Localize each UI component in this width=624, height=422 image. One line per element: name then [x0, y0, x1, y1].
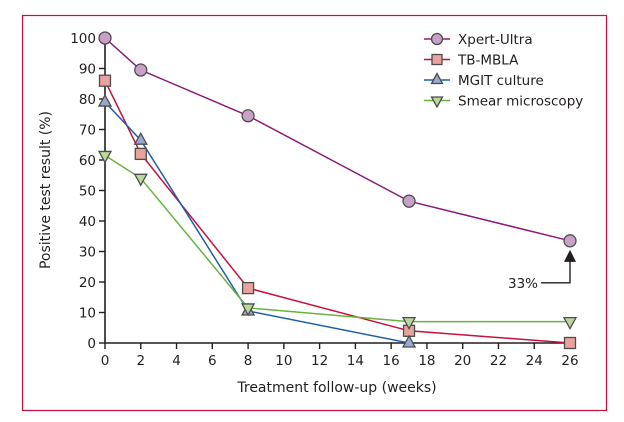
data-point-mgit-culture	[401, 334, 417, 348]
legend-label: MGIT culture	[458, 73, 544, 89]
x-tick-label: 20	[454, 353, 471, 369]
data-point-mgit-culture	[133, 131, 148, 145]
legend-item-xpert-ultra: Xpert-Ultra	[424, 32, 533, 48]
legend-marker	[430, 96, 444, 109]
series-line-mgit-culture	[104, 101, 410, 344]
x-axis-label: Treatment follow-up (weeks)	[236, 380, 436, 396]
data-point-smear-microscopy	[562, 316, 578, 331]
data-point-smear-microscopy	[97, 150, 113, 164]
data-point-smear-microscopy	[401, 316, 417, 331]
legend-marker	[430, 72, 444, 85]
legend-label: TB-MBLA	[457, 53, 519, 69]
y-tick-label: 60	[79, 153, 96, 169]
y-tick-label: 90	[79, 62, 96, 78]
chart-frame	[21, 14, 608, 412]
x-tick-label: 8	[244, 353, 253, 369]
y-tick-label: 50	[79, 184, 96, 200]
annotation-arrow-head	[564, 249, 576, 262]
legend-item-smear-microscopy: Smear microscopy	[424, 94, 583, 110]
legend-marker	[430, 32, 444, 46]
x-tick-label: 0	[101, 353, 110, 369]
data-point-xpert-ultra	[563, 234, 577, 248]
annotation-arrow-line	[541, 258, 571, 284]
x-tick-label: 26	[561, 353, 578, 369]
x-tick-label: 2	[136, 353, 145, 369]
y-tick-label: 40	[79, 214, 96, 230]
data-point-tb-mbla	[563, 336, 577, 350]
x-tick-label: 4	[172, 353, 181, 369]
series-markers	[97, 31, 578, 350]
data-point-xpert-ultra	[402, 194, 416, 208]
legend-label: Smear microscopy	[458, 94, 583, 110]
legend-label: Xpert-Ultra	[458, 32, 533, 48]
data-point-tb-mbla	[98, 74, 112, 87]
y-tick-label: 20	[79, 275, 96, 291]
data-point-mgit-culture	[97, 93, 113, 107]
legend-marker	[431, 53, 443, 66]
x-tick-label: 14	[347, 353, 364, 369]
legend-item-tb-mbla: TB-MBLA	[424, 53, 519, 69]
y-tick-label: 70	[79, 123, 96, 139]
data-point-xpert-ultra	[134, 63, 148, 77]
x-tick-label: 24	[526, 353, 543, 369]
data-point-tb-mbla	[241, 281, 255, 295]
annotation-label: 33%	[508, 276, 538, 292]
annotations: 33%	[508, 249, 576, 292]
data-point-tb-mbla	[134, 147, 147, 161]
x-tick-label: 10	[275, 353, 292, 369]
y-tick-label: 80	[79, 92, 96, 108]
x-tick-label: 6	[208, 353, 217, 369]
data-point-smear-microscopy	[133, 173, 148, 187]
y-tick-label: 100	[70, 31, 96, 47]
x-tick-label: 22	[490, 353, 507, 369]
y-axis-label: Positive test result (%)	[38, 111, 54, 269]
data-point-smear-microscopy	[240, 303, 256, 317]
y-tick-label: 10	[79, 306, 96, 322]
legend-item-mgit-culture: MGIT culture	[424, 72, 544, 89]
data-point-xpert-ultra	[241, 109, 255, 123]
data-point-xpert-ultra	[98, 31, 112, 45]
y-tick-label: 0	[87, 336, 96, 352]
y-tick-label: 30	[79, 245, 96, 261]
x-tick-label: 18	[418, 353, 435, 369]
x-tick-label: 12	[311, 353, 328, 369]
legend: Xpert-Ultra TB-MBLA MGIT culture Smear micr…	[424, 32, 583, 110]
x-tick-label: 16	[383, 353, 400, 369]
